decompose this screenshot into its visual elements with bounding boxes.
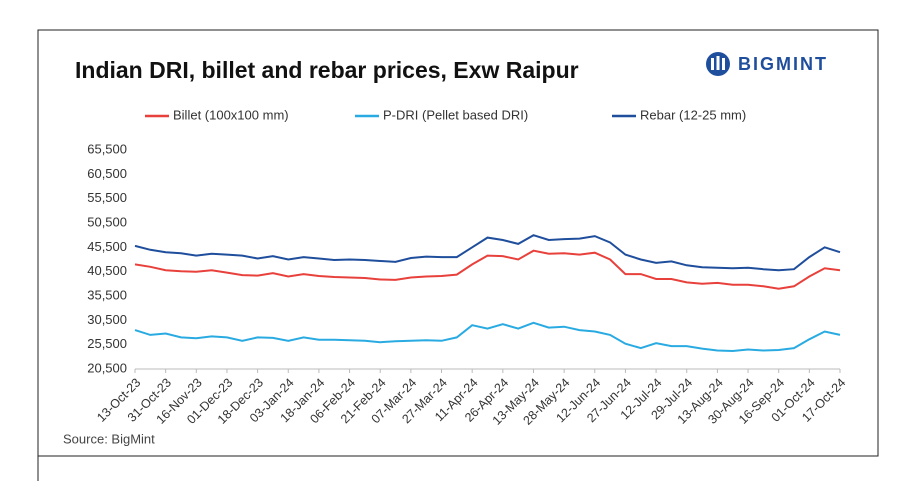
y-tick-label: 20,500	[87, 360, 127, 375]
series-line	[134, 234, 841, 272]
y-tick-label: 35,500	[87, 287, 127, 302]
y-tick-label: 30,500	[87, 312, 127, 327]
logo-icon	[706, 52, 730, 76]
series-line	[134, 321, 841, 353]
series-line	[134, 249, 841, 290]
y-tick-label: 55,500	[87, 190, 127, 205]
y-tick-label: 45,500	[87, 239, 127, 254]
logo-text: BIGMINT	[738, 54, 828, 74]
legend-label: Rebar (12-25 mm)	[640, 107, 746, 122]
source: Source: BigMint	[63, 431, 155, 446]
y-tick-label: 40,500	[87, 263, 127, 278]
legend-label: P-DRI (Pellet based DRI)	[383, 107, 528, 122]
frame	[37, 29, 879, 457]
y-tick-label: 50,500	[87, 214, 127, 229]
legend-label: Billet (100x100 mm)	[173, 107, 289, 122]
y-tick-label: 25,500	[87, 336, 127, 351]
y-tick-label: 60,500	[87, 166, 127, 181]
y-tick-label: 65,500	[87, 141, 127, 156]
chart-title: Indian DRI, billet and rebar prices, Exw…	[75, 57, 579, 83]
